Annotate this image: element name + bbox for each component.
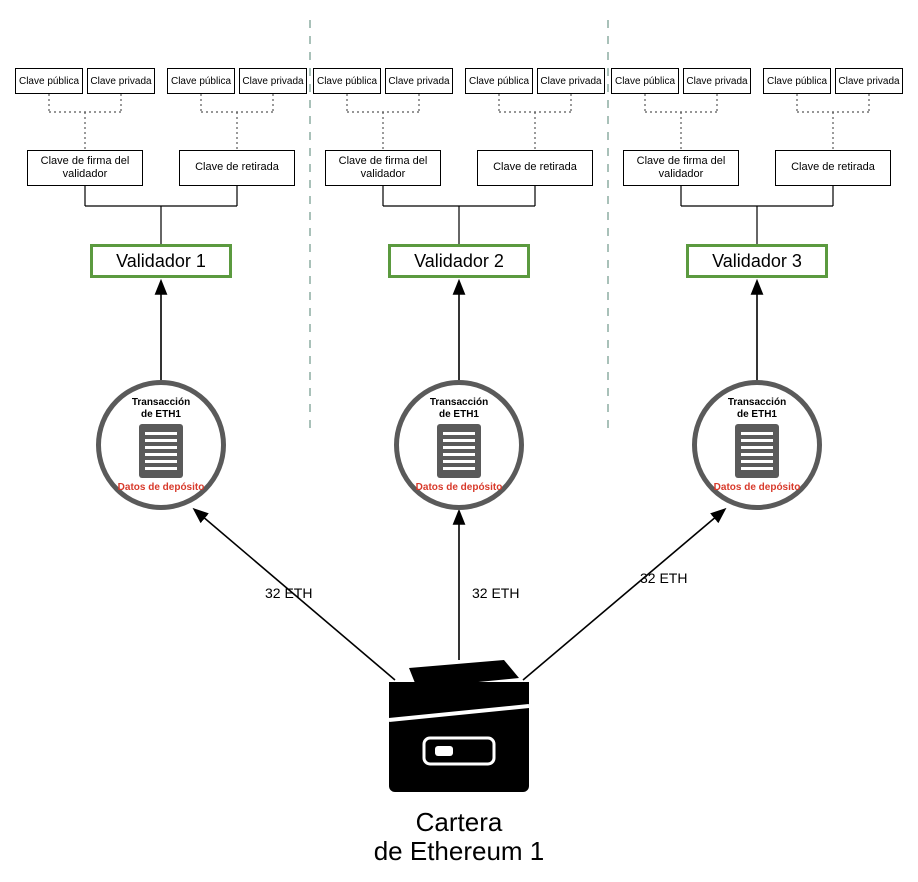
- tx-circle: Transacción de ETH1 Datos de depósito: [692, 380, 822, 510]
- key-box: Clave pública: [15, 68, 83, 94]
- withdrawal-key-box: Clave de retirada: [179, 150, 295, 186]
- key-box: Clave privada: [683, 68, 751, 94]
- validator-box: Validador 2: [388, 244, 530, 278]
- withdrawal-key-box: Clave de retirada: [775, 150, 891, 186]
- validator-box: Validador 1: [90, 244, 232, 278]
- tx-title: Transacción de ETH1: [132, 397, 190, 420]
- deposit-data-label: Datos de depósito: [118, 482, 205, 493]
- key-box: Clave pública: [611, 68, 679, 94]
- validator-box: Validador 3: [686, 244, 828, 278]
- signing-key-box: Clave de firma del validador: [325, 150, 441, 186]
- wallet-arrow: [523, 510, 724, 680]
- wallet-icon: [369, 660, 549, 800]
- eth-amount-label: 32 ETH: [265, 585, 312, 601]
- key-box: Clave privada: [239, 68, 307, 94]
- key-box: Clave pública: [465, 68, 533, 94]
- document-icon: [135, 422, 187, 480]
- document-icon: [731, 422, 783, 480]
- key-box: Clave privada: [835, 68, 903, 94]
- deposit-data-label: Datos de depósito: [416, 482, 503, 493]
- key-box: Clave privada: [385, 68, 453, 94]
- key-box: Clave pública: [167, 68, 235, 94]
- key-box: Clave pública: [763, 68, 831, 94]
- eth-amount-label: 32 ETH: [472, 585, 519, 601]
- tx-title: Transacción de ETH1: [430, 397, 488, 420]
- deposit-data-label: Datos de depósito: [714, 482, 801, 493]
- wallet-label: Carterade Ethereum 1: [309, 808, 609, 865]
- document-icon: [433, 422, 485, 480]
- key-box: Clave privada: [87, 68, 155, 94]
- tx-title: Transacción de ETH1: [728, 397, 786, 420]
- withdrawal-key-box: Clave de retirada: [477, 150, 593, 186]
- tx-circle: Transacción de ETH1 Datos de depósito: [394, 380, 524, 510]
- signing-key-box: Clave de firma del validador: [27, 150, 143, 186]
- tx-circle: Transacción de ETH1 Datos de depósito: [96, 380, 226, 510]
- key-box: Clave privada: [537, 68, 605, 94]
- key-box: Clave pública: [313, 68, 381, 94]
- signing-key-box: Clave de firma del validador: [623, 150, 739, 186]
- eth-amount-label: 32 ETH: [640, 570, 687, 586]
